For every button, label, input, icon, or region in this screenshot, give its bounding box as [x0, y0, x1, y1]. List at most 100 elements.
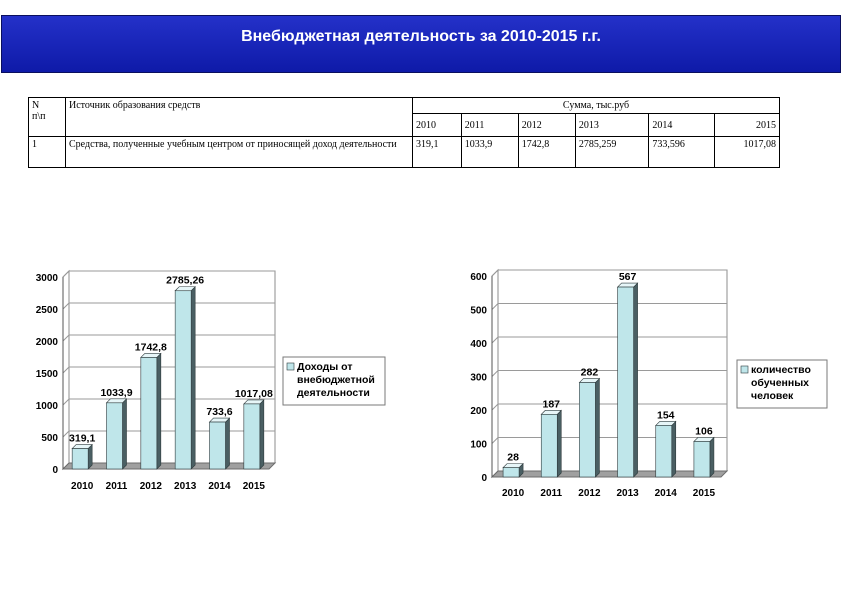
bar-side — [225, 417, 230, 470]
legend-swatch — [286, 362, 295, 371]
data-label: 733,6 — [206, 406, 232, 418]
bar-top — [243, 399, 265, 405]
y-tick-label: 500 — [470, 306, 487, 317]
bar-side — [190, 286, 196, 470]
gridline — [491, 370, 727, 377]
x-tick-label: 2015 — [693, 488, 716, 499]
bar-top — [616, 282, 639, 288]
legend-box — [736, 359, 828, 409]
value-cell: 733,596 — [648, 136, 715, 168]
legend-box — [282, 356, 386, 406]
legend-label: количество — [751, 364, 811, 376]
data-label: 28 — [507, 452, 519, 464]
header-number: N п\п — [28, 97, 66, 137]
x-tick-label: 2010 — [502, 488, 525, 499]
bar-top — [105, 398, 128, 404]
x-tick-label: 2011 — [106, 481, 128, 492]
gridline — [491, 269, 727, 277]
data-label: 282 — [581, 367, 599, 379]
y-tick-label: 0 — [52, 465, 58, 476]
bar-side — [671, 420, 677, 478]
bar-side — [259, 399, 265, 470]
y-tick-label: 300 — [470, 373, 487, 384]
data-label: 106 — [695, 425, 713, 437]
bar-top — [208, 417, 231, 423]
bar — [243, 403, 261, 470]
year-cell: 2012 — [517, 113, 576, 137]
value-cell: 1033,9 — [460, 136, 519, 168]
gridline — [62, 302, 275, 310]
y-tick-label: 2500 — [36, 305, 59, 316]
bar — [140, 357, 158, 470]
bar — [106, 402, 123, 470]
legend-label: деятельности — [297, 387, 370, 399]
row-source: Средства, полученные учебным центром от … — [65, 136, 413, 168]
bar-side — [156, 352, 162, 470]
x-tick-label: 2015 — [243, 481, 266, 492]
value-cell: 1742,8 — [517, 136, 576, 168]
y-tick-label: 1000 — [36, 401, 59, 412]
y-tick-label: 200 — [470, 406, 487, 417]
legend-label: обученных — [751, 377, 809, 389]
data-label: 1033,9 — [100, 387, 132, 399]
legend-swatch — [740, 365, 749, 374]
data-label: 1017,08 — [235, 388, 273, 400]
y-tick-label: 600 — [470, 272, 487, 283]
y-tick-label: 2000 — [36, 337, 59, 348]
bar — [502, 467, 520, 478]
gridline — [491, 437, 727, 444]
bar-side — [709, 436, 715, 478]
gridline — [62, 398, 275, 406]
x-tick-label: 2014 — [655, 488, 678, 499]
bar — [617, 286, 634, 478]
chart-floor — [490, 470, 729, 478]
bar — [71, 448, 89, 470]
legend-label: человек — [751, 390, 794, 402]
gridline — [62, 366, 275, 374]
data-label: 1742,8 — [135, 341, 167, 353]
bar — [655, 425, 673, 478]
bar-top — [578, 378, 601, 383]
data-table: N п\п Источник образования средств Сумма… — [28, 97, 781, 168]
table-row: 1 Средства, полученные учебным центром о… — [28, 136, 781, 168]
bar-side — [122, 398, 127, 470]
gridline — [62, 430, 275, 438]
value-cell: 2785,259 — [574, 136, 650, 168]
bar-top — [140, 353, 162, 358]
year-cell: 2010 — [412, 113, 462, 137]
bar-top — [502, 463, 524, 468]
gridline — [62, 270, 275, 278]
y-tick-label: 3000 — [36, 273, 59, 284]
x-tick-label: 2010 — [71, 481, 94, 492]
table-years-row: 2010 2011 2012 2013 2014 2015 — [29, 113, 781, 137]
header-source: Источник образования средств — [65, 97, 413, 137]
title-banner: Внебюджетная деятельность за 2010-2015 г… — [1, 15, 841, 73]
bar — [579, 382, 596, 478]
x-tick-label: 2012 — [578, 488, 601, 499]
bar-side — [556, 409, 562, 478]
gridline — [62, 334, 275, 342]
header-number-line1: N — [32, 100, 40, 111]
bar — [693, 441, 711, 478]
data-label: 187 — [542, 398, 560, 410]
table-header-row: N п\п Источник образования средств Сумма… — [28, 97, 780, 137]
bar-side — [633, 282, 638, 478]
legend-label: внебюджетной — [297, 374, 375, 386]
bar-top — [71, 444, 93, 449]
y-tick-label: 400 — [470, 339, 487, 350]
legend-label: Доходы от — [297, 361, 352, 373]
gridline — [491, 336, 727, 344]
x-tick-label: 2011 — [540, 488, 562, 499]
header-number-line2: п\п — [32, 111, 46, 122]
y-tick-label: 1500 — [36, 369, 59, 380]
page-title: Внебюджетная деятельность за 2010-2015 г… — [241, 28, 601, 45]
y-tick-label: 100 — [470, 440, 487, 451]
bar-top — [174, 286, 196, 292]
chart-floor — [61, 462, 277, 470]
y-tick-label: 500 — [41, 433, 58, 444]
value-cell: 1017,08 — [713, 136, 781, 168]
data-label: 567 — [619, 271, 637, 283]
bar — [209, 421, 226, 470]
data-label: 2785,26 — [166, 275, 204, 287]
data-label: 154 — [657, 409, 675, 421]
